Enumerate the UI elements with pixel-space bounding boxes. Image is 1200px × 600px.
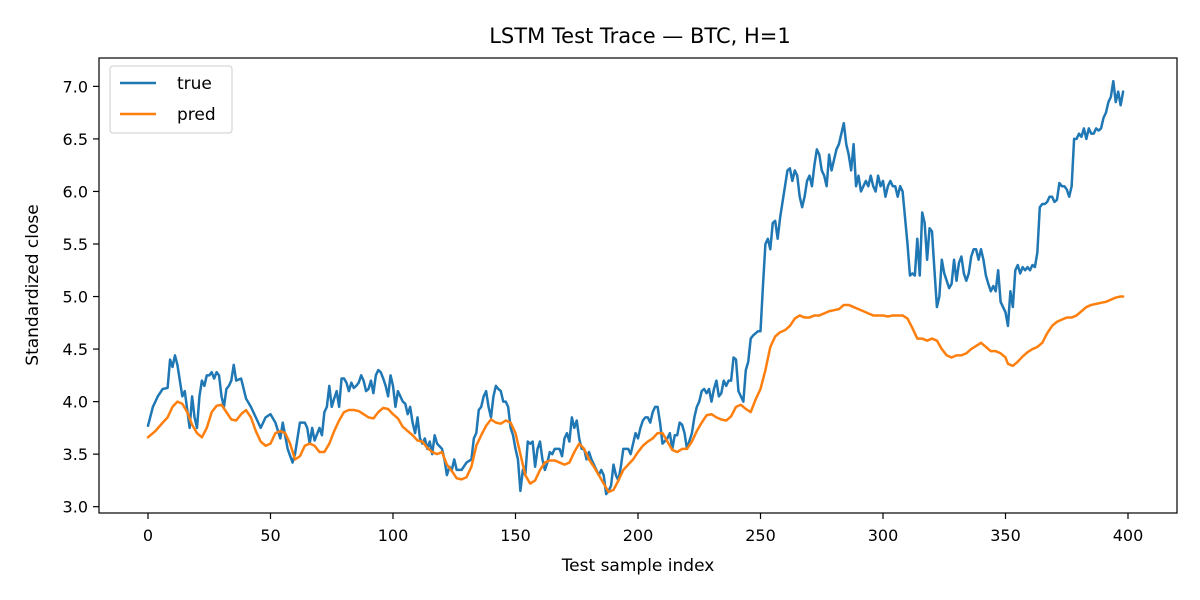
- x-tick-label: 50: [260, 526, 280, 545]
- y-axis: 3.0 3.5 4.0 4.5 5.0 5.5 6.0 6.5 7.0: [63, 77, 99, 517]
- y-axis-label: Standardized close: [23, 204, 43, 365]
- chart-title: LSTM Test Trace — BTC, H=1: [489, 24, 791, 48]
- x-tick-label: 400: [1113, 526, 1144, 545]
- x-tick-label: 250: [745, 526, 776, 545]
- x-tick-label: 350: [990, 526, 1021, 545]
- x-tick-label: 150: [500, 526, 531, 545]
- y-tick-label: 7.0: [63, 77, 88, 96]
- y-tick-label: 6.5: [63, 130, 88, 149]
- y-tick-label: 5.0: [63, 288, 88, 307]
- x-tick-label: 200: [623, 526, 654, 545]
- y-tick-label: 3.0: [63, 498, 88, 517]
- series-line-pred: [146, 295, 1125, 494]
- x-axis: 0 50 100 150 200 250 300 350 400: [143, 513, 1143, 545]
- legend-label-pred: pred: [177, 105, 216, 125]
- legend: true pred: [109, 65, 233, 134]
- y-tick-label: 5.5: [63, 235, 88, 254]
- x-axis-label: Test sample index: [561, 556, 715, 576]
- x-tick-label: 100: [378, 526, 409, 545]
- y-tick-label: 4.0: [63, 393, 88, 412]
- legend-label-true: true: [177, 74, 212, 94]
- x-tick-label: 300: [868, 526, 899, 545]
- y-tick-label: 4.5: [63, 340, 88, 359]
- x-tick-label: 0: [143, 526, 153, 545]
- y-tick-label: 3.5: [63, 445, 88, 464]
- y-tick-label: 6.0: [63, 182, 88, 201]
- series-layer: [146, 79, 1125, 496]
